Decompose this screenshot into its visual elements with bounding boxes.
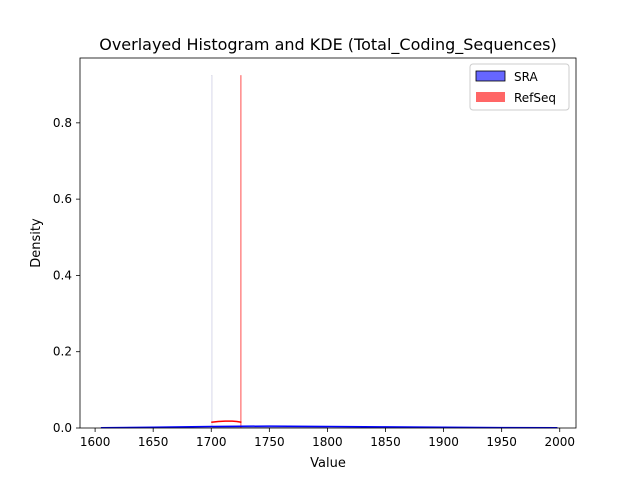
hist-bar-refseq-0 [240, 75, 242, 428]
x-tick-label: 1850 [370, 435, 401, 449]
legend: SRA RefSeq [469, 63, 570, 111]
x-tick-label: 1950 [486, 435, 517, 449]
x-tick-label: 2000 [544, 435, 575, 449]
chart-title: Overlayed Histogram and KDE (Total_Codin… [99, 35, 557, 55]
x-tick-label: 1650 [138, 435, 169, 449]
legend-label-refseq: RefSeq [514, 91, 556, 105]
x-tick-label: 1600 [80, 435, 111, 449]
y-tick-label: 0.4 [53, 268, 72, 282]
x-tick-label: 1750 [254, 435, 285, 449]
kde-line-refseq [211, 420, 242, 424]
x-tick-label: 1800 [312, 435, 343, 449]
y-tick-label: 0.0 [53, 421, 72, 435]
y-tick-label: 0.6 [53, 192, 72, 206]
x-tick-label: 1700 [196, 435, 227, 449]
chart-axes: 1600 1650 1700 1750 1800 1850 1900 1950 2000 0.0 0… [53, 116, 575, 449]
legend-swatch-sra [475, 70, 506, 82]
kde-line-sra [100, 425, 558, 429]
y-tick-label: 0.2 [53, 345, 72, 359]
y-tick-label: 0.8 [53, 116, 72, 130]
y-axis-label: Density [29, 218, 44, 268]
legend-label-sra: SRA [514, 70, 538, 84]
plot-frame [79, 57, 577, 429]
x-axis-label: Value [310, 456, 346, 471]
hist-bar-sra-1 [211, 75, 213, 429]
x-tick-label: 1900 [428, 435, 459, 449]
plot-area-background [80, 58, 576, 428]
legend-swatch-refseq [476, 92, 505, 102]
